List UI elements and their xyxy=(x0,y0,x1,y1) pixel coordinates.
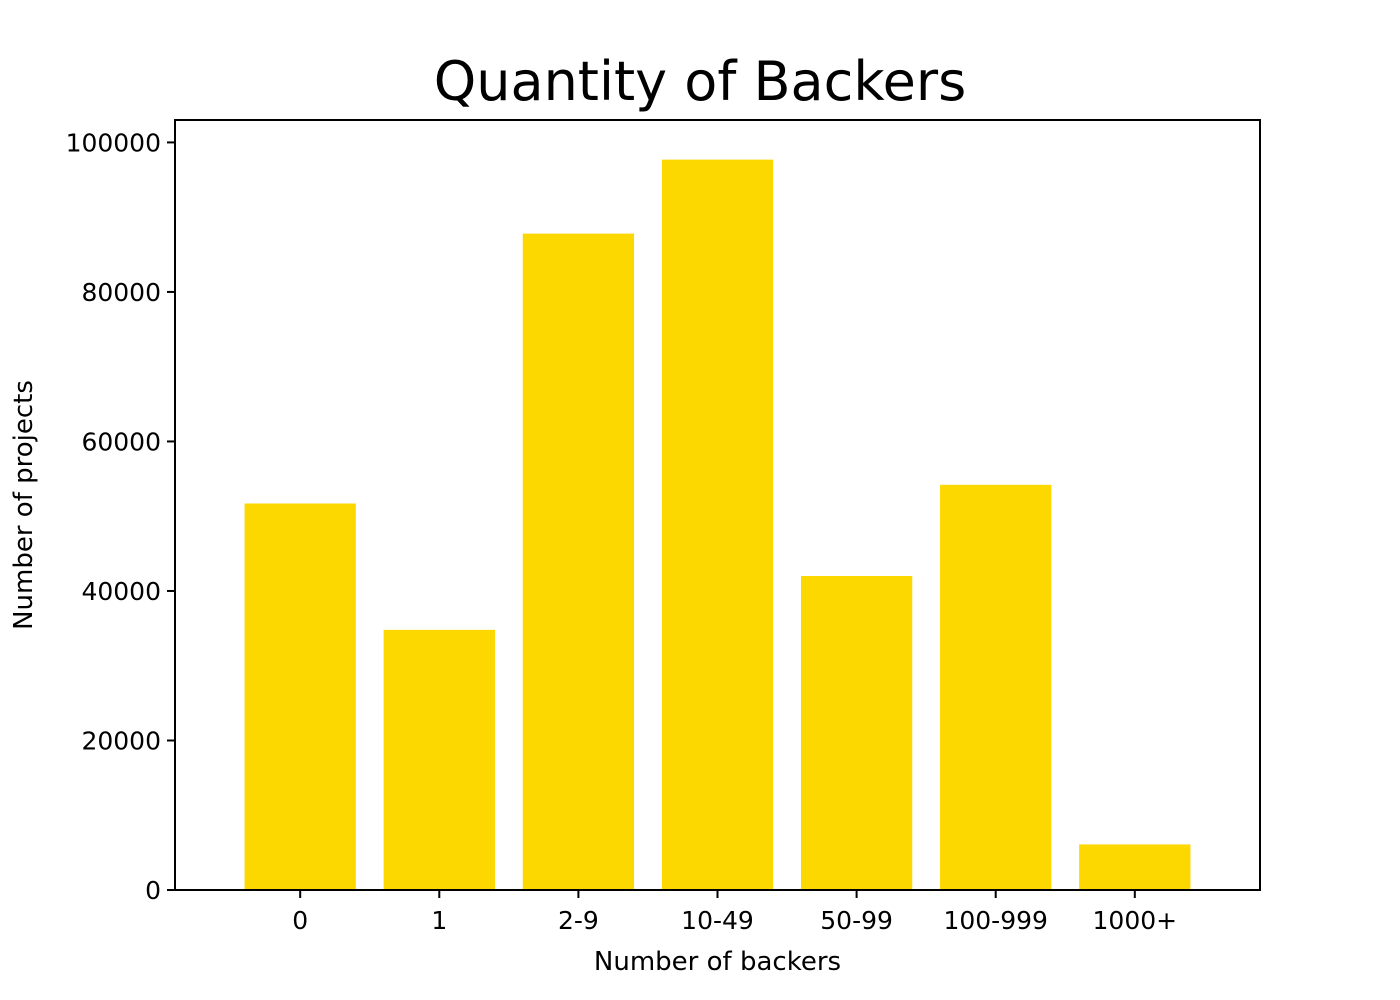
x-tick-label: 50-99 xyxy=(820,906,893,935)
y-axis-label: Number of projects xyxy=(9,380,39,630)
bar-1000+ xyxy=(1079,844,1191,890)
bars-group xyxy=(244,159,1191,891)
x-axis-ticks: 0 1 2-9 10-49 50-99 100-999 1000+ xyxy=(292,890,1177,935)
y-tick-label: 60000 xyxy=(81,427,161,456)
bar-50-99 xyxy=(800,576,913,890)
y-axis-ticks: 0 20000 40000 60000 80000 100000 xyxy=(66,128,175,905)
y-tick-label: 0 xyxy=(145,876,161,905)
x-tick-label: 2-9 xyxy=(558,906,599,935)
y-tick-label: 100000 xyxy=(66,128,161,157)
x-tick-label: 1 xyxy=(431,906,447,935)
bar-10-49 xyxy=(661,159,774,891)
x-tick-label: 10-49 xyxy=(681,906,754,935)
y-tick-label: 20000 xyxy=(81,726,161,755)
x-tick-label: 100-999 xyxy=(943,906,1047,935)
bar-100-999 xyxy=(940,484,1052,890)
x-tick-label: 1000+ xyxy=(1093,906,1178,935)
x-axis-label: Number of backers xyxy=(594,947,841,977)
bar-1 xyxy=(383,629,495,890)
y-tick-label: 40000 xyxy=(81,577,161,606)
bar-0 xyxy=(244,503,356,890)
chart-title: Quantity of Backers xyxy=(434,50,966,113)
bar-2-9 xyxy=(522,233,635,890)
x-tick-label: 0 xyxy=(292,906,308,935)
y-tick-label: 80000 xyxy=(81,278,161,307)
plot-frame xyxy=(174,119,1261,891)
